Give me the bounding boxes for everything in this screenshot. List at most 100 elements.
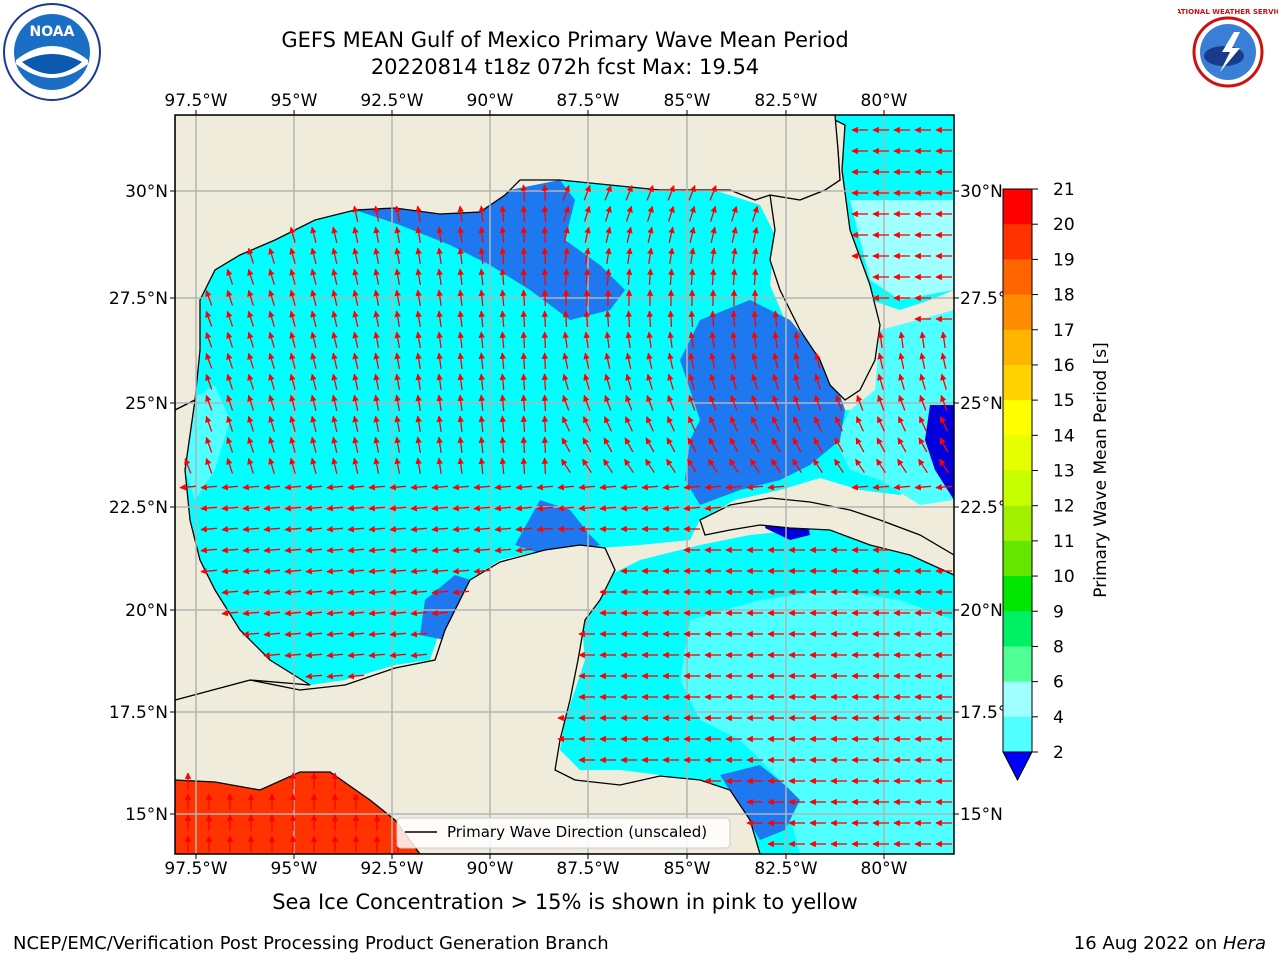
wave-arrow — [394, 331, 401, 349]
wave-arrow — [725, 483, 743, 491]
wave-arrow — [688, 331, 695, 348]
wave-arrow — [226, 394, 234, 411]
wave-arrow — [562, 416, 570, 432]
wave-arrow — [583, 310, 591, 328]
wave-arrow — [688, 352, 695, 369]
wave-arrow — [625, 416, 633, 432]
wave-arrow — [520, 289, 528, 307]
wave-arrow — [289, 289, 296, 306]
wave-arrow — [851, 483, 869, 491]
wave-arrow — [305, 483, 323, 491]
colorbar-tick-label: 4 — [1053, 708, 1064, 728]
wave-arrow — [515, 504, 533, 512]
wave-arrow — [584, 226, 591, 243]
wave-arrow — [368, 651, 386, 659]
wave-arrow — [326, 609, 344, 617]
wave-arrow — [562, 373, 569, 390]
wave-arrow — [352, 226, 359, 243]
wave-arrow — [771, 437, 781, 453]
wave-arrow — [457, 310, 464, 327]
wave-arrow — [683, 504, 701, 512]
wave-arrow — [331, 268, 338, 285]
wave-arrow — [646, 205, 654, 222]
wave-arrow — [520, 394, 528, 412]
wave-arrow — [751, 310, 759, 328]
lat-label: 15°N — [960, 805, 1003, 825]
wave-arrow — [268, 331, 275, 348]
wave-arrow — [478, 373, 486, 391]
wave-arrow — [604, 310, 612, 328]
wave-arrow — [247, 457, 255, 474]
wave-arrow — [247, 289, 255, 306]
chart-title: GEFS MEAN Gulf of Mexico Primary Wave Me… — [281, 28, 849, 52]
wave-arrow — [667, 416, 675, 432]
wave-arrow — [226, 457, 234, 474]
wave-arrow — [520, 205, 528, 223]
wave-arrow — [431, 567, 449, 575]
wave-arrow — [394, 436, 401, 454]
wave-arrow — [331, 457, 338, 474]
lon-label: 90°W — [467, 859, 514, 879]
wave-arrow — [793, 373, 800, 390]
colorbar-tick-label: 10 — [1053, 567, 1075, 587]
wave-arrow — [331, 289, 338, 306]
wave-arrow — [666, 458, 676, 474]
wave-arrow — [494, 483, 512, 491]
wave-arrow — [326, 672, 344, 680]
wave-arrow — [662, 483, 680, 491]
wave-arrow — [289, 352, 296, 369]
colorbar-tick-label: 13 — [1053, 462, 1075, 482]
wave-arrow — [897, 437, 907, 453]
wave-arrow — [205, 373, 213, 390]
wave-arrow — [389, 483, 407, 491]
wave-arrow — [730, 268, 738, 286]
wave-arrow — [436, 394, 443, 411]
nws-logo: NATIONAL WEATHER SERVICE — [1178, 4, 1278, 100]
wave-arrow — [641, 483, 659, 491]
wave-arrow — [205, 289, 213, 306]
wave-arrow — [200, 567, 218, 575]
chart-subtitle: 20220814 t18z 072h fcst Max: 19.54 — [370, 55, 760, 79]
wave-arrow — [520, 184, 528, 202]
wave-arrow — [893, 483, 911, 491]
wave-arrow — [305, 609, 323, 617]
wave-arrow — [389, 567, 407, 575]
lon-label: 87.5°W — [556, 859, 619, 879]
wave-arrow — [394, 352, 401, 370]
wave-arrow — [263, 546, 281, 554]
wave-arrow — [289, 436, 296, 453]
wave-arrow — [410, 651, 428, 659]
wave-arrow — [583, 331, 590, 348]
wave-arrow — [898, 331, 905, 348]
wave-arrow — [709, 184, 717, 201]
wave-arrow — [305, 588, 323, 596]
wave-arrow — [268, 436, 275, 453]
wave-arrow — [410, 483, 428, 491]
wave-arrow — [584, 247, 591, 264]
wave-arrow — [242, 630, 260, 638]
wave-arrow — [415, 247, 422, 265]
wave-arrow — [520, 352, 528, 370]
wave-arrow — [603, 437, 613, 453]
wave-arrow — [457, 457, 464, 474]
wave-arrow — [499, 457, 507, 475]
wave-arrow — [562, 268, 570, 286]
wave-arrow — [457, 289, 464, 306]
lon-label: 85°W — [664, 91, 711, 111]
wave-arrow — [242, 546, 260, 554]
wave-arrow — [305, 546, 323, 554]
wave-arrow — [352, 415, 359, 432]
wave-arrow — [226, 268, 234, 285]
wave-arrow — [520, 457, 528, 475]
colorbar-segment — [1003, 681, 1032, 718]
wave-arrow — [326, 525, 344, 533]
wave-arrow — [410, 567, 428, 575]
wave-arrow — [604, 352, 611, 369]
wave-arrow — [729, 437, 739, 453]
wave-arrow — [347, 483, 365, 491]
wave-arrow — [494, 504, 512, 512]
wave-arrow — [541, 226, 549, 244]
wave-arrow — [373, 289, 380, 306]
wave-arrow — [578, 504, 596, 512]
wave-arrow — [604, 394, 612, 411]
